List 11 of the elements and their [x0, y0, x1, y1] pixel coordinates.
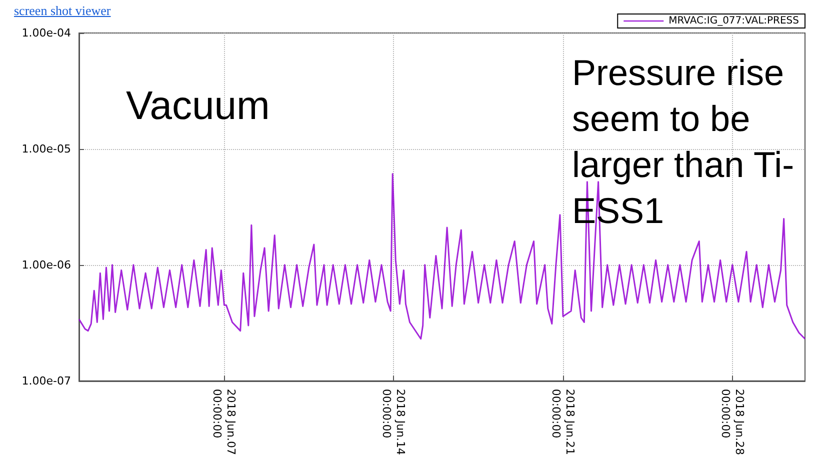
- y-tick-label: 1.00e-07: [22, 374, 71, 388]
- y-tick-label: 1.00e-05: [22, 142, 71, 156]
- x-tick-label: 2018 Jun.21 00:00:00: [550, 388, 576, 455]
- y-tick-label: 1.00e-04: [22, 26, 71, 40]
- x-tick-label: 2018 Jun.14 00:00:00: [380, 388, 408, 455]
- x-tick-label: 2018 Jun.07 00:00:00: [210, 388, 238, 455]
- legend-label: MRVAC:IG_077:VAL:PRESS: [668, 16, 800, 26]
- x-tick-label: 2018 Jun.28 00:00:00: [718, 388, 746, 455]
- annotation: Vacuum: [126, 84, 270, 129]
- text: screen shot viewer: [14, 3, 111, 19]
- y-tick-label: 1.00e-06: [22, 258, 71, 272]
